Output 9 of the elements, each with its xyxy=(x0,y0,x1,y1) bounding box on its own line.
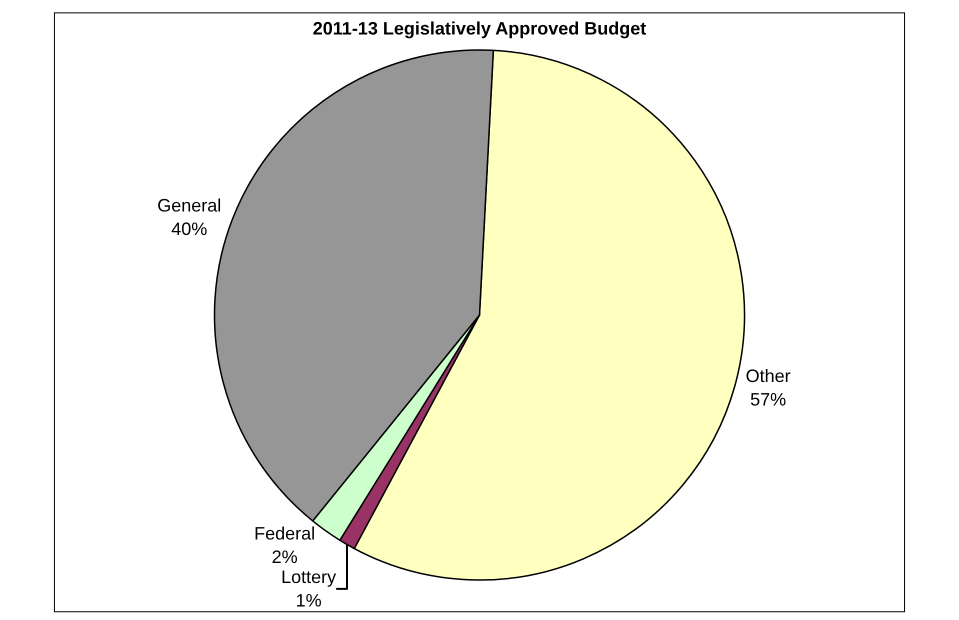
slice-label: General xyxy=(157,196,222,216)
slice-label: Lottery xyxy=(281,567,336,588)
data-label: 57% xyxy=(750,390,786,410)
data-label: 40% xyxy=(171,218,208,239)
data-label: 1% xyxy=(296,590,322,611)
slice-label: Federal xyxy=(254,524,316,544)
chart-title: 2011-13 Legislatively Approved Budget xyxy=(312,18,646,38)
data-label: 2% xyxy=(272,547,298,568)
slice-label: Other xyxy=(746,366,791,386)
